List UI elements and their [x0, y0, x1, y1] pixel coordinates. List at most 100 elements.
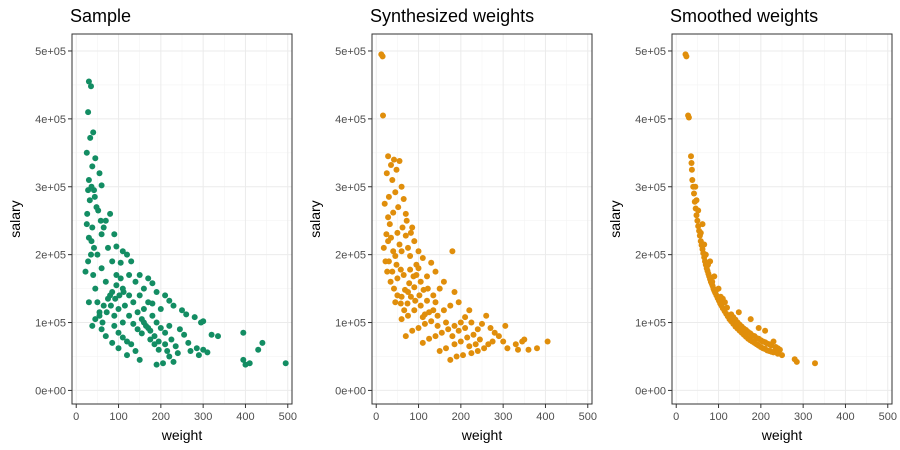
data-point: [683, 53, 690, 60]
panel-smoothed-weights: Smoothed weights 0 100 200 300 400 500 0e+00 1e…: [607, 6, 897, 443]
x-tick-label: 200: [752, 411, 770, 423]
data-point: [88, 183, 95, 190]
data-point: [89, 322, 96, 329]
data-point: [415, 325, 422, 331]
data-point: [384, 268, 391, 275]
data-point: [140, 319, 147, 326]
data-point: [151, 333, 158, 340]
data-point: [393, 166, 400, 173]
data-point: [392, 189, 399, 196]
data-point: [417, 278, 424, 285]
data-point: [401, 307, 408, 314]
data-point: [721, 299, 728, 306]
data-point: [474, 326, 481, 333]
data-point: [443, 319, 449, 326]
data-point: [466, 343, 473, 350]
data-point: [479, 320, 485, 327]
data-point: [436, 348, 443, 354]
y-tick-label: 3e+05: [335, 182, 366, 194]
x-tick-label: 0: [373, 411, 379, 423]
data-point: [89, 224, 96, 231]
data-point: [94, 299, 101, 306]
x-axis-title: weight: [161, 427, 203, 443]
data-point: [191, 314, 198, 321]
data-point: [91, 193, 98, 200]
data-point: [85, 258, 92, 265]
data-point: [111, 312, 118, 319]
data-point: [204, 349, 211, 356]
data-point: [102, 278, 109, 285]
data-point: [126, 312, 133, 319]
data-point: [453, 353, 460, 360]
data-point: [407, 229, 414, 236]
data-point: [109, 339, 116, 346]
data-point: [170, 358, 177, 365]
panel-title: Synthesized weights: [370, 6, 534, 26]
panel-title: Sample: [70, 6, 131, 26]
data-point: [402, 210, 409, 217]
chart-body: 0 100 200 300 400 500 0e+00 1e+05 2e+05 3e+05 4e+0…: [335, 33, 597, 423]
data-point: [84, 210, 91, 217]
data-point: [445, 326, 452, 333]
data-point: [415, 265, 422, 272]
data-point: [462, 314, 469, 321]
data-point: [426, 309, 433, 316]
data-point: [697, 229, 704, 236]
data-point: [386, 221, 393, 228]
data-point: [83, 221, 90, 228]
y-tick-label: 2e+05: [635, 250, 666, 262]
data-point: [383, 170, 390, 177]
data-point: [149, 280, 156, 287]
data-point: [424, 273, 430, 280]
data-point: [107, 302, 114, 309]
data-point: [119, 248, 126, 255]
data-point: [747, 316, 754, 323]
y-tick-label: 3e+05: [635, 182, 666, 194]
data-point: [464, 334, 471, 341]
data-point: [94, 251, 101, 258]
data-point: [436, 285, 443, 292]
y-tick-label: 5e+05: [335, 46, 366, 58]
data-point: [421, 320, 428, 327]
data-point: [405, 244, 411, 251]
data-point: [409, 224, 416, 231]
data-point: [762, 327, 769, 334]
y-tick-label: 3e+05: [35, 182, 66, 194]
y-tick-label: 4e+05: [35, 114, 66, 126]
data-point: [440, 278, 447, 285]
data-point: [402, 333, 409, 340]
data-point: [90, 272, 97, 278]
data-point: [502, 322, 509, 329]
data-point: [688, 160, 695, 166]
data-point: [713, 286, 720, 293]
data-point: [451, 322, 458, 329]
data-point: [147, 336, 154, 343]
data-point: [515, 346, 521, 353]
data-point: [426, 335, 433, 342]
data-point: [120, 289, 127, 295]
data-point: [428, 318, 435, 325]
data-point: [412, 297, 419, 304]
data-point: [117, 259, 124, 266]
data-point: [419, 339, 426, 346]
data-point: [403, 217, 410, 224]
data-point: [259, 339, 266, 346]
data-point: [385, 238, 392, 245]
data-point: [419, 314, 426, 321]
data-point: [387, 278, 394, 285]
data-point: [417, 302, 424, 309]
data-point: [512, 341, 519, 348]
data-point: [105, 244, 111, 251]
data-point: [88, 238, 95, 245]
data-point: [770, 338, 777, 345]
data-point: [419, 255, 426, 261]
x-tick-label: 500: [279, 411, 297, 423]
data-points: [682, 51, 818, 367]
data-point: [451, 289, 458, 295]
data-point: [138, 330, 145, 337]
data-point: [398, 183, 405, 190]
data-point: [691, 190, 697, 197]
data-point: [157, 325, 164, 331]
data-point: [521, 336, 528, 343]
